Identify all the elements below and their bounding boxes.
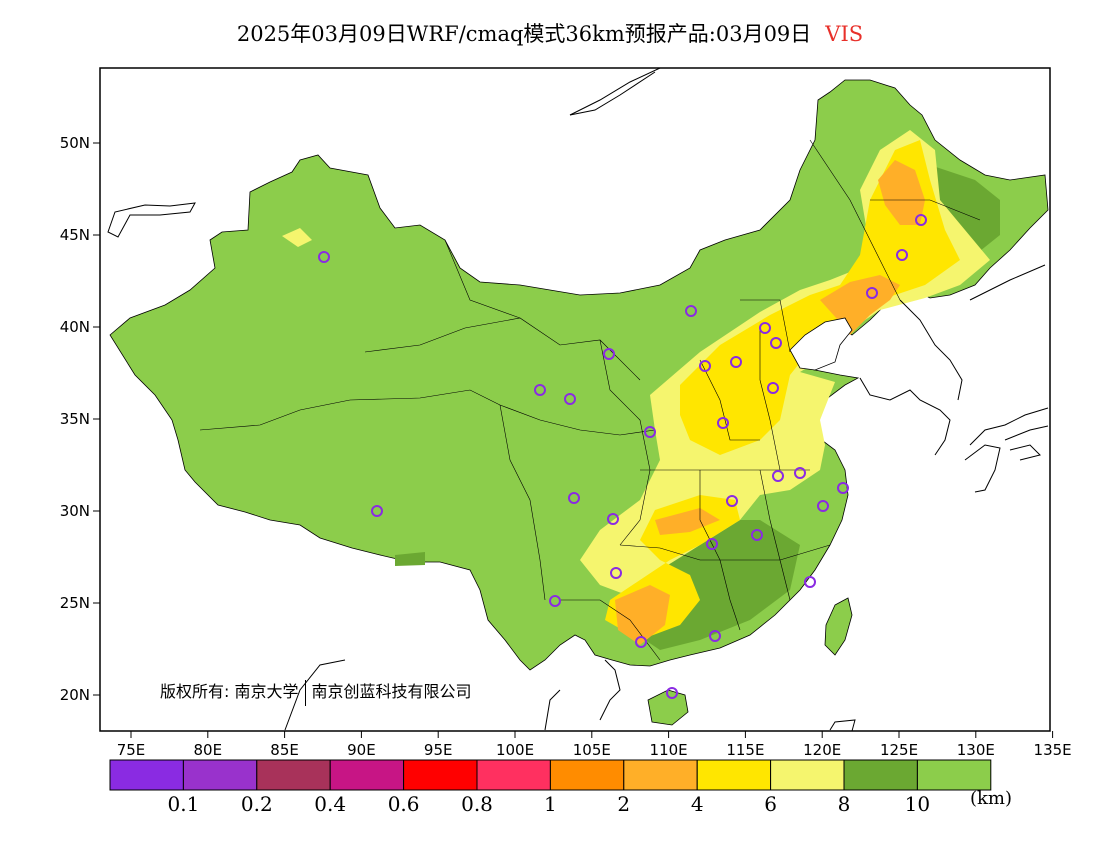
map-title: 2025年03月09日WRF/cmaq模式36km预报产品:03月09日 VIS <box>0 18 1100 48</box>
station-marker <box>318 251 330 263</box>
colorbar-label: 1 <box>544 792 557 816</box>
station-marker <box>794 467 806 479</box>
province-borders <box>199 139 981 661</box>
x-tick-label: 110E <box>650 741 688 759</box>
station-marker <box>817 500 829 512</box>
colorbar-swatch <box>403 759 478 791</box>
station-marker <box>644 426 656 438</box>
colorbar-swatch <box>696 759 772 791</box>
station-marker <box>603 348 615 360</box>
y-tick-label: 20N <box>60 686 90 704</box>
colorbar-swatch <box>329 759 405 791</box>
y-tick-label: 50N <box>60 134 90 152</box>
colorbar-label: 0.4 <box>314 792 347 816</box>
x-tick-label: 105E <box>573 741 611 759</box>
copyright-org1: 南京大学 <box>234 682 299 701</box>
station-marker <box>607 513 619 525</box>
station-marker <box>568 492 580 504</box>
colorbar-label: 10 <box>904 792 931 816</box>
station-marker <box>730 356 742 368</box>
colorbar-unit: (km) <box>970 788 1013 809</box>
zone-orange-central <box>655 508 720 535</box>
station-marker <box>706 538 718 550</box>
colorbar-label: 6 <box>764 792 777 816</box>
copyright-owner-label: 版权所有: <box>160 682 230 701</box>
station-marker <box>804 576 816 588</box>
station-marker <box>751 529 763 541</box>
station-markers <box>318 214 927 699</box>
title-text: 2025年03月09日WRF/cmaq模式36km预报产品:03月09日 <box>236 22 812 46</box>
station-marker <box>896 249 908 261</box>
y-tick-label: 25N <box>60 594 90 612</box>
colorbar-label: 0.6 <box>387 792 420 816</box>
y-axis: 20N 25N 30N 35N 40N 45N 50N <box>60 134 100 704</box>
colorbar-label: 4 <box>690 792 704 816</box>
station-marker <box>610 567 622 579</box>
y-tick-label: 45N <box>60 226 90 244</box>
x-tick-label: 95E <box>424 741 453 759</box>
map-content <box>107 68 1049 731</box>
copyright-notice: 版权所有: 南京大学 南京创蓝科技有限公司 <box>160 678 472 706</box>
station-marker <box>915 214 927 226</box>
zone-orange-guangxi <box>615 585 670 645</box>
station-marker <box>866 287 878 299</box>
x-tick-label: 130E <box>957 741 995 759</box>
coastlines <box>107 68 1049 731</box>
colorbar <box>109 759 992 791</box>
station-marker <box>635 636 647 648</box>
station-marker <box>767 382 779 394</box>
x-axis: 75E 80E 85E 90E 95E 100E 105E 110E 115E 120E 125E 1… <box>117 731 1072 759</box>
station-marker <box>685 305 697 317</box>
station-marker <box>759 322 771 334</box>
colorbar-swatch <box>109 759 184 791</box>
colorbar-label: 2 <box>617 792 631 816</box>
x-tick-label: 120E <box>803 741 841 759</box>
x-tick-label: 80E <box>194 741 223 759</box>
y-tick-label: 30N <box>60 502 90 520</box>
colorbar-label: 0.2 <box>240 792 273 816</box>
copyright-org2: 南京创蓝科技有限公司 <box>311 682 472 701</box>
colorbar-swatch <box>476 759 551 791</box>
colorbar-swatch <box>770 759 845 791</box>
colorbar-swatch <box>182 759 258 791</box>
x-tick-label: 85E <box>270 741 299 759</box>
x-tick-label: 125E <box>880 741 918 759</box>
colorbar-swatch <box>623 759 698 791</box>
x-tick-label: 115E <box>726 741 764 759</box>
station-marker <box>770 337 782 349</box>
station-marker <box>564 393 576 405</box>
station-marker <box>699 360 711 372</box>
colorbar-label: 8 <box>837 792 851 816</box>
colorbar-swatch <box>916 759 992 791</box>
y-tick-label: 40N <box>60 318 90 336</box>
bohai-sea <box>789 317 853 371</box>
copyright-separator <box>304 679 306 706</box>
taiwan-island <box>824 597 853 656</box>
x-tick-label: 100E <box>496 741 534 759</box>
station-marker <box>371 505 383 517</box>
station-marker <box>666 687 678 699</box>
colorbar-swatch <box>843 759 918 791</box>
station-marker <box>709 630 721 642</box>
title-variable: VIS <box>825 22 864 46</box>
station-marker <box>717 417 729 429</box>
station-marker <box>549 595 561 607</box>
zone-light-yellow-xinjiang <box>282 228 312 247</box>
colorbar-swatch <box>549 759 625 791</box>
x-tick-label: 90E <box>347 741 376 759</box>
zone-orange-heilongjiang <box>878 160 925 225</box>
colorbar-label: 0.1 <box>167 792 200 816</box>
x-tick-label: 75E <box>117 741 146 759</box>
zone-yellow-north-plain <box>680 140 960 455</box>
zone-dark-green-xinjiang <box>395 552 425 566</box>
x-tick-label: 135E <box>1034 741 1072 759</box>
colorbar-label: 0.8 <box>461 792 493 816</box>
station-marker <box>837 482 849 494</box>
station-marker <box>772 470 784 482</box>
station-marker <box>726 495 738 507</box>
station-marker <box>534 384 546 396</box>
colorbar-swatch <box>256 759 331 791</box>
y-tick-label: 35N <box>60 410 90 428</box>
